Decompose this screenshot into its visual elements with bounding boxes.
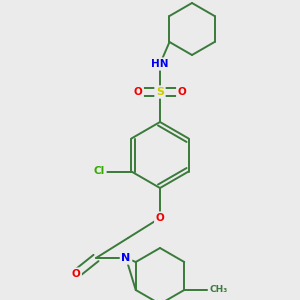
Text: N: N xyxy=(122,253,130,263)
Text: S: S xyxy=(156,87,164,97)
Text: HN: HN xyxy=(151,59,169,69)
Text: O: O xyxy=(72,269,80,279)
Text: Cl: Cl xyxy=(94,167,105,176)
Text: CH₃: CH₃ xyxy=(209,286,227,295)
Text: O: O xyxy=(134,87,142,97)
Text: O: O xyxy=(178,87,186,97)
Text: O: O xyxy=(156,213,164,223)
